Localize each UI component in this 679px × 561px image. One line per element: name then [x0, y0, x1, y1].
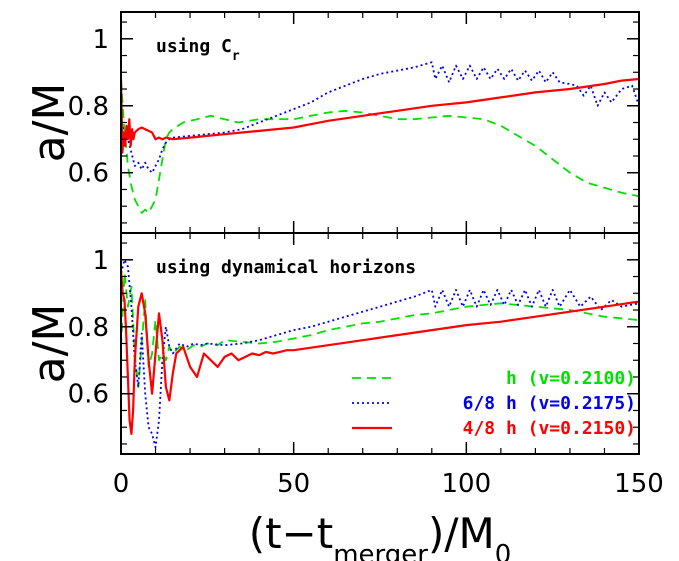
- bottom-y-tick-label: 0.8: [68, 313, 109, 343]
- top-annotation-main: using C: [156, 36, 232, 57]
- x-axis-label: (t−tmerger)/M0: [249, 509, 512, 561]
- bottom-series-layer: [121, 258, 639, 449]
- top-series-line-1: [121, 61, 639, 174]
- top-series-line-2: [121, 77, 639, 154]
- x-axis-label-sub2: 0: [495, 540, 512, 561]
- top-axis-layer: 0.6 0.8 1: [68, 12, 640, 233]
- x-tick-label: 150: [614, 469, 664, 499]
- top-y-tick-label: 0.8: [68, 92, 109, 122]
- top-panel-annotation: using Cr: [156, 36, 240, 64]
- legend-label: 6/8 h (v=0.2175): [463, 393, 636, 414]
- x-tick-label: 0: [113, 469, 130, 499]
- bottom-y-tick-label: 0.6: [68, 380, 109, 410]
- bottom-y-tick-label: 1: [92, 246, 109, 276]
- bottom-series-line-2: [121, 269, 639, 435]
- legend-label: h (v=0.2100): [506, 368, 636, 389]
- bottom-y-axis-label: a/M: [24, 304, 75, 384]
- top-series-layer: [121, 61, 639, 214]
- x-axis-label-open: (t−t: [249, 509, 334, 558]
- bottom-panel-frame: [120, 232, 640, 455]
- top-y-axis-label: a/M: [24, 83, 75, 163]
- top-y-tick-label: 0.6: [68, 159, 109, 189]
- panel-bottom: 0.6 0.8 1 using dynamical horizons a/M h (…: [24, 232, 640, 455]
- legend-label: 4/8 h (v=0.2150): [463, 418, 636, 439]
- top-series-line-0: [121, 78, 639, 214]
- x-tick-label: 50: [277, 469, 310, 499]
- bottom-panel-annotation: using dynamical horizons: [156, 257, 416, 278]
- x-axis-label-mid: )/M: [428, 509, 495, 558]
- top-annotation-sub: r: [232, 49, 240, 64]
- legend: h (v=0.2100) 6/8 h (v=0.2175) 4/8 h (v=0.2…: [352, 368, 636, 439]
- panel-top: 0.6 0.8 1 using Cr a/M: [24, 11, 640, 234]
- bottom-series-line-1: [121, 258, 639, 449]
- x-axis-tick-labels: 0 50 100 150: [113, 469, 664, 499]
- x-axis-label-sub: merger: [333, 540, 428, 561]
- x-tick-label: 100: [442, 469, 492, 499]
- top-y-tick-label: 1: [92, 25, 109, 55]
